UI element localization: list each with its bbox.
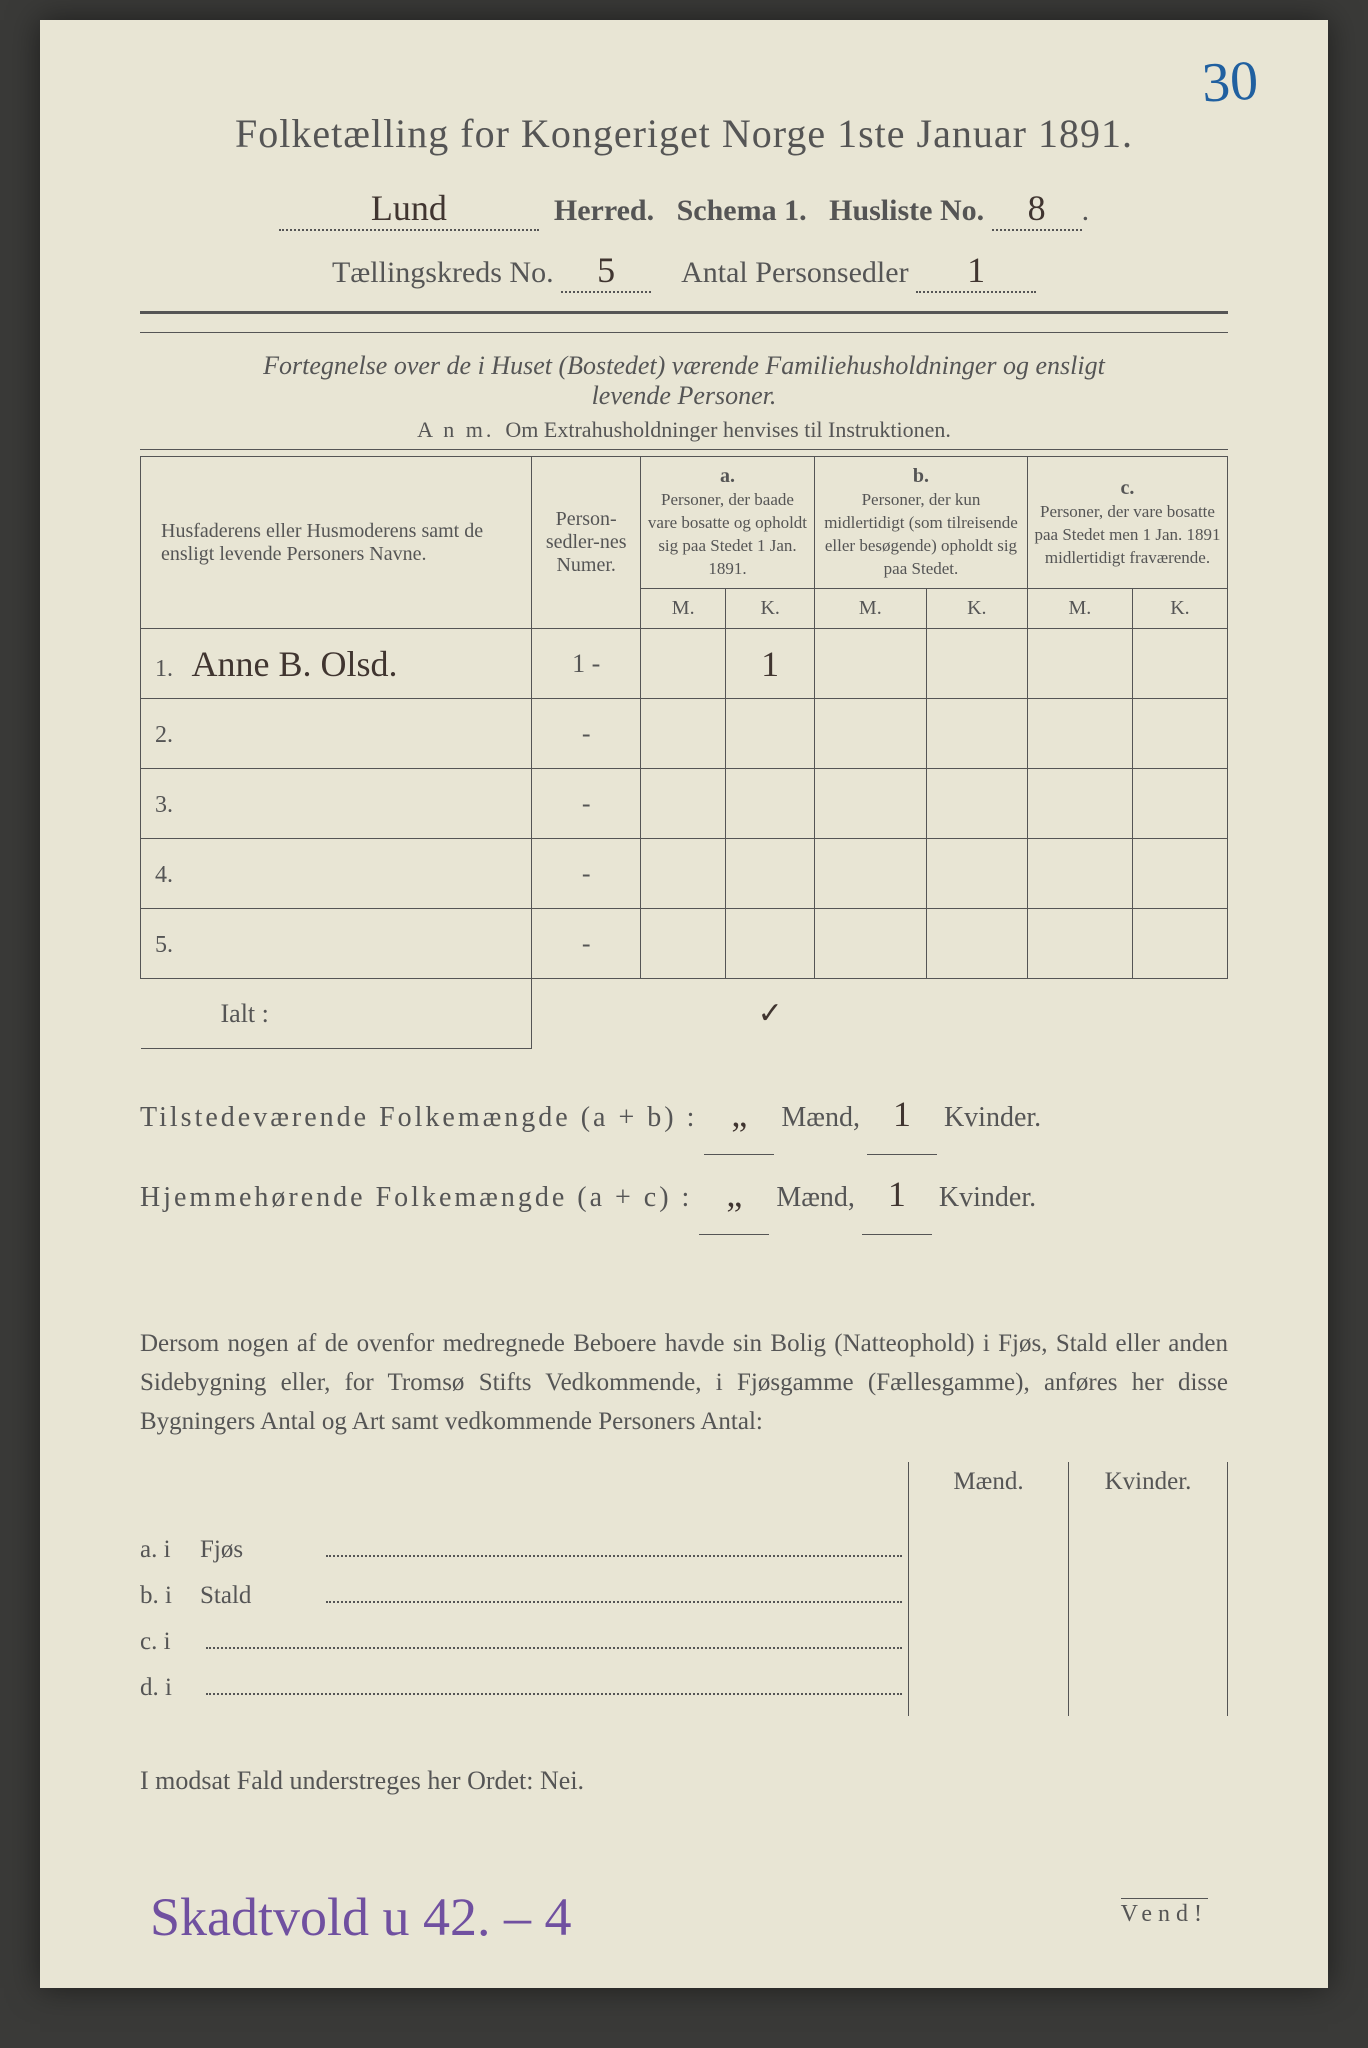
col-name-header: Husfaderens eller Husmoderens samt de en… <box>141 457 532 629</box>
summary-block: Tilstedeværende Folkemængde (a + b) : „ … <box>140 1075 1228 1235</box>
kreds-field: 5 <box>561 249 651 293</box>
fortegnelse-line1: Fortegnelse over de i Huset (Bostedet) v… <box>263 351 1105 380</box>
maend-col <box>908 1502 1068 1716</box>
kreds-label: Tællingskreds No. <box>332 256 554 289</box>
cell <box>814 629 926 699</box>
col-c-k: K. <box>1132 589 1227 629</box>
col-a-k: K. <box>726 589 815 629</box>
col-c-header: c.Personer, der vare bosatte paa Stedet … <box>1027 457 1227 589</box>
cell: - <box>532 699 641 769</box>
table-row: 1. Anne B. Olsd. 1 - 1 <box>141 629 1228 699</box>
cell: - <box>532 909 641 979</box>
table-row: 2. - <box>141 699 1228 769</box>
antal-value: 1 <box>967 250 985 290</box>
antal-field: 1 <box>916 249 1036 293</box>
anm-text: Om Extrahusholdninger henvises til Instr… <box>505 417 950 442</box>
mk-header: Mænd. Kvinder. <box>140 1462 1228 1502</box>
sum2-label: Hjemmehørende Folkemængde (a + c) : <box>140 1182 692 1213</box>
fortegnelse-line2: levende Personer. <box>592 381 777 410</box>
divider <box>140 311 1228 314</box>
maend-label: Mænd, <box>781 1102 860 1133</box>
person-name: Anne B. Olsd. <box>192 644 398 684</box>
cell <box>1027 629 1132 699</box>
vend-label: Vend! <box>1121 1898 1208 1928</box>
summary-line-2: Hjemmehørende Folkemængde (a + c) : „ Mæ… <box>140 1155 1228 1235</box>
antal-label: Antal Personsedler <box>681 256 908 289</box>
col-b-k: K. <box>926 589 1027 629</box>
cell: 1 <box>726 629 815 699</box>
cell <box>641 629 726 699</box>
kvinder-label: Kvinder. <box>939 1182 1036 1213</box>
fortegnelse-text: Fortegnelse over de i Huset (Bostedet) v… <box>140 351 1228 411</box>
ialt-row: Ialt : ✓ <box>141 979 1228 1049</box>
cell <box>1132 629 1227 699</box>
persons-table: Husfaderens eller Husmoderens samt de en… <box>140 456 1228 1049</box>
list-item: d. i <box>140 1670 908 1702</box>
kvinder-col <box>1068 1502 1228 1716</box>
col-c-m: M. <box>1027 589 1132 629</box>
nei-line: I modsat Fald understreges her Ordet: Ne… <box>140 1766 1228 1796</box>
building-list: a. iFjøs b. iStald c. i d. i <box>140 1532 908 1702</box>
schema-label: Schema 1. <box>677 194 807 227</box>
table-row: 3. - <box>141 769 1228 839</box>
list-item: b. iStald <box>140 1578 908 1610</box>
page-number-annotation: 30 <box>1200 49 1259 116</box>
husliste-value: 8 <box>1028 188 1046 228</box>
col-b-m: M. <box>814 589 926 629</box>
kvinder-label: Kvinder. <box>944 1102 1041 1133</box>
sum2-k: 1 <box>888 1174 906 1214</box>
anm-line: A n m. Om Extrahusholdninger henvises ti… <box>140 417 1228 443</box>
list-item: a. iFjøs <box>140 1532 908 1564</box>
sum2-m: „ <box>726 1174 742 1214</box>
maend-col-header: Mænd. <box>908 1462 1068 1502</box>
census-form-page: 30 Folketælling for Kongeriget Norge 1st… <box>40 20 1328 1988</box>
cell: 1 - <box>532 629 641 699</box>
divider <box>140 449 1228 450</box>
col-num-header: Person-sedler-nes Numer. <box>532 457 641 629</box>
cell: - <box>532 769 641 839</box>
list-item: c. i <box>140 1624 908 1656</box>
col-b-header: b.Personer, der kun midlertidigt (som ti… <box>814 457 1027 589</box>
checkmark: ✓ <box>758 997 783 1030</box>
herred-value: Lund <box>371 188 447 228</box>
husliste-field: 8 <box>992 187 1082 231</box>
anm-label: A n m. <box>417 417 494 442</box>
herred-label: Herred. <box>554 194 654 227</box>
herred-field: Lund <box>279 187 539 231</box>
summary-line-1: Tilstedeværende Folkemængde (a + b) : „ … <box>140 1075 1228 1155</box>
kreds-value: 5 <box>597 250 615 290</box>
body-paragraph: Dersom nogen af de ovenfor medregnede Be… <box>140 1325 1228 1441</box>
divider <box>140 332 1228 333</box>
sum1-m: „ <box>731 1094 747 1134</box>
sum1-label: Tilstedeværende Folkemængde (a + b) : <box>140 1102 697 1133</box>
herred-line: Lund Herred. Schema 1. Husliste No. 8. <box>140 187 1228 231</box>
sum1-k: 1 <box>893 1094 911 1134</box>
maend-label: Mænd, <box>776 1182 855 1213</box>
husliste-label: Husliste No. <box>829 194 984 227</box>
cell <box>926 629 1027 699</box>
kreds-line: Tællingskreds No. 5 Antal Personsedler 1 <box>140 249 1228 293</box>
form-title: Folketælling for Kongeriget Norge 1ste J… <box>140 110 1228 157</box>
table-row: 5. - <box>141 909 1228 979</box>
bottom-annotation: Skadtvold u 42. – 4 <box>150 1886 572 1948</box>
col-a-m: M. <box>641 589 726 629</box>
building-grid: a. iFjøs b. iStald c. i d. i <box>140 1502 1228 1716</box>
kvinder-col-header: Kvinder. <box>1068 1462 1228 1502</box>
col-a-header: a.Personer, der baade vare bosatte og op… <box>641 457 815 589</box>
ialt-label: Ialt : <box>141 979 532 1049</box>
cell: - <box>532 839 641 909</box>
table-row: 4. - <box>141 839 1228 909</box>
